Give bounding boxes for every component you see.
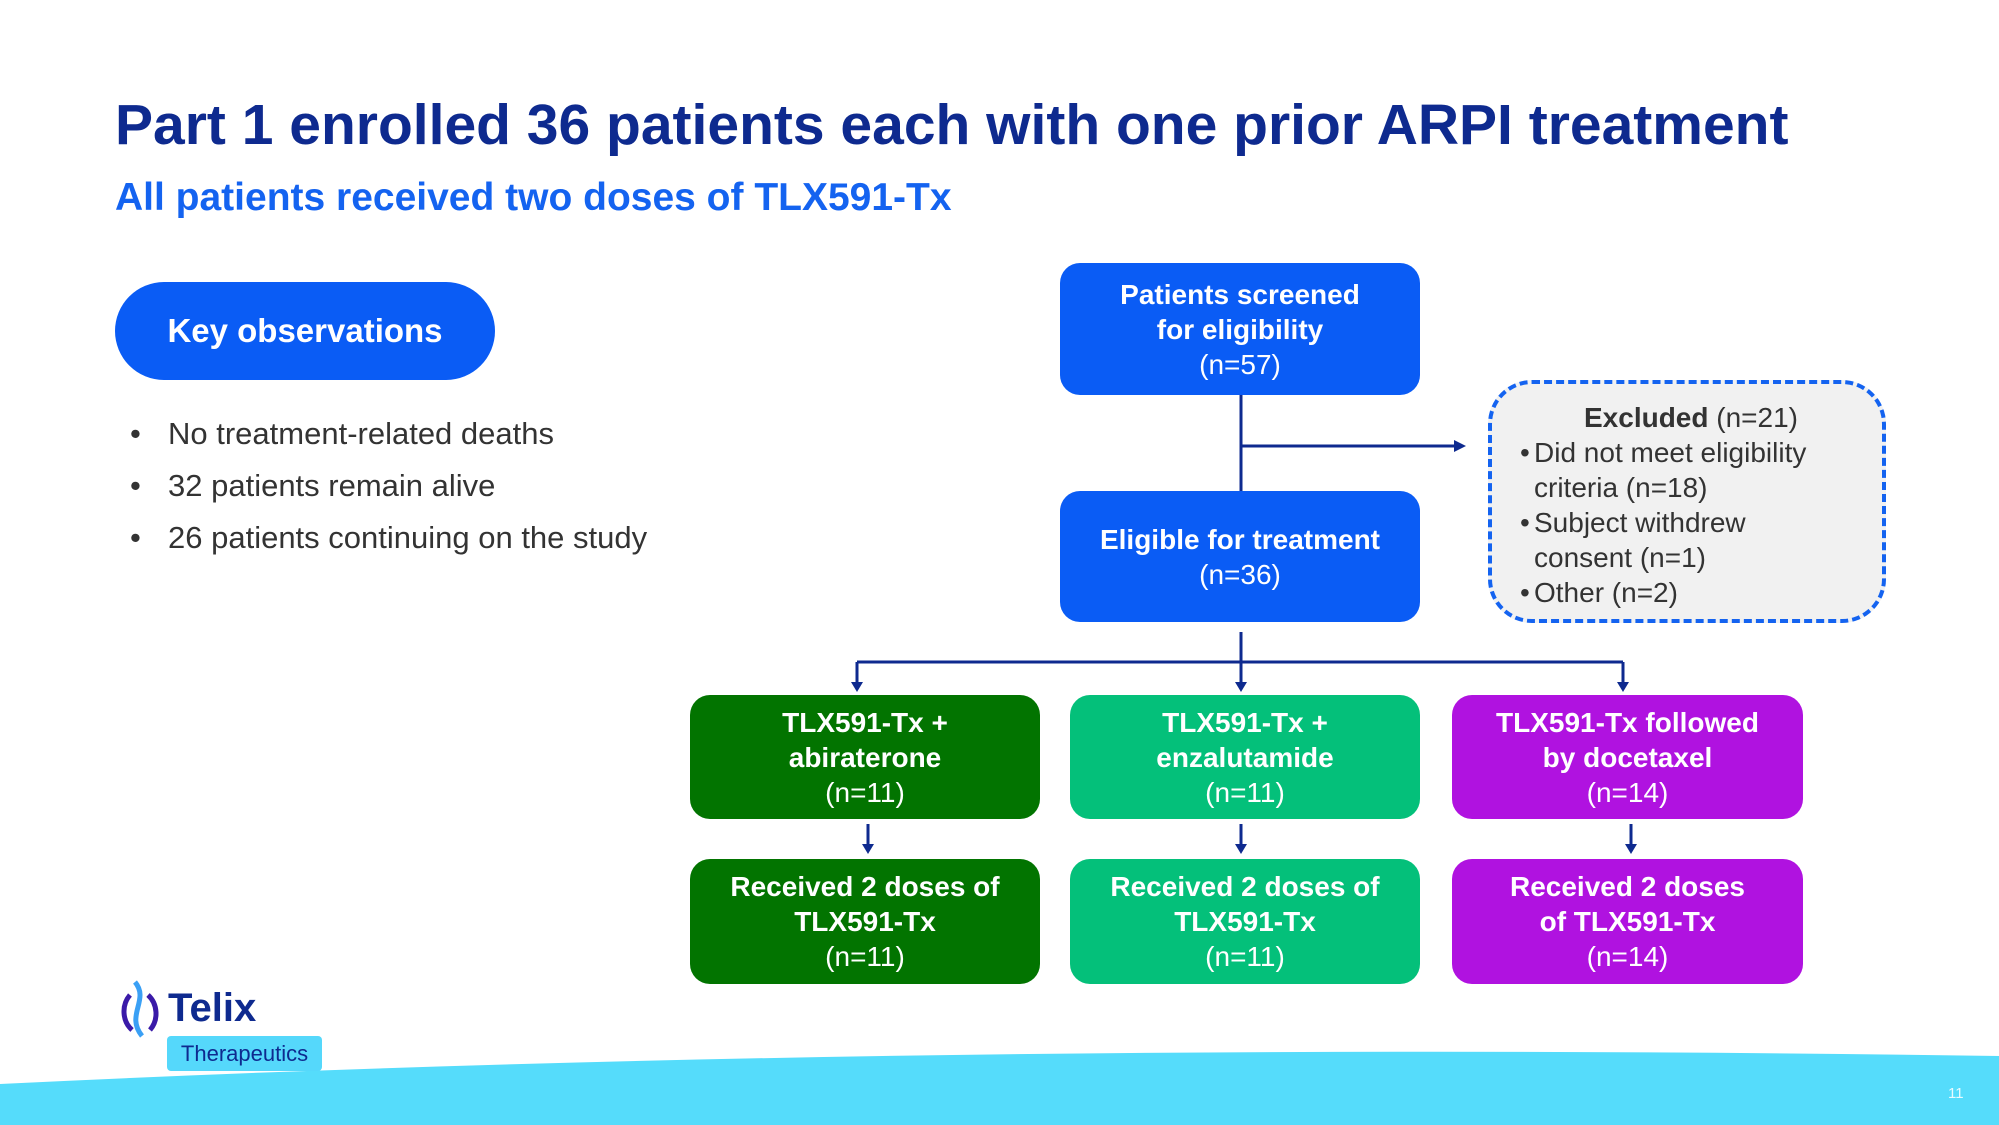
eligible-box: Eligible for treatment (n=36) [1060,491,1420,622]
screened-box: Patients screened for eligibility (n=57) [1060,263,1420,395]
telix-logo-icon [121,980,159,1038]
excluded-item: • Did not meet eligibility criteria (n=18) [1520,437,1807,503]
abiraterone-doses-box: Received 2 doses of TLX591-Tx (n=11) [690,859,1040,984]
excluded-box: Excluded (n=21) • Did not meet eligibilit… [1488,380,1886,623]
key-observations-badge: Key observations [115,282,495,380]
arm-docetaxel-box: TLX591-Tx followed by docetaxel (n=14) [1452,695,1803,819]
observation-item: • 32 patients remain alive [130,468,496,503]
page-subtitle: All patients received two doses of TLX59… [115,176,952,219]
page-title: Part 1 enrolled 36 patients each with on… [115,93,1789,157]
page-number: 11 [1948,1085,1964,1102]
connector-lines [855,395,1633,848]
logo-name: Telix [168,986,257,1030]
arm-enzalutamide-box: TLX591-Tx + enzalutamide (n=11) [1070,695,1420,819]
footer-wave [0,1051,1999,1125]
observation-item: • No treatment-related deaths [130,416,554,451]
docetaxel-doses-box: Received 2 doses of TLX591-Tx (n=14) [1452,859,1803,984]
arm-abiraterone-box: TLX591-Tx + abiraterone (n=11) [690,695,1040,819]
excluded-item: • Other (n=2) [1520,577,1678,608]
excluded-item: • Subject withdrew consent (n=1) [1520,507,1746,573]
arrowheads [851,440,1637,854]
enzalutamide-doses-box: Received 2 doses of TLX591-Tx (n=11) [1070,859,1420,984]
observation-item: • 26 patients continuing on the study [130,520,648,555]
logo-subtitle: Therapeutics [167,1036,322,1071]
